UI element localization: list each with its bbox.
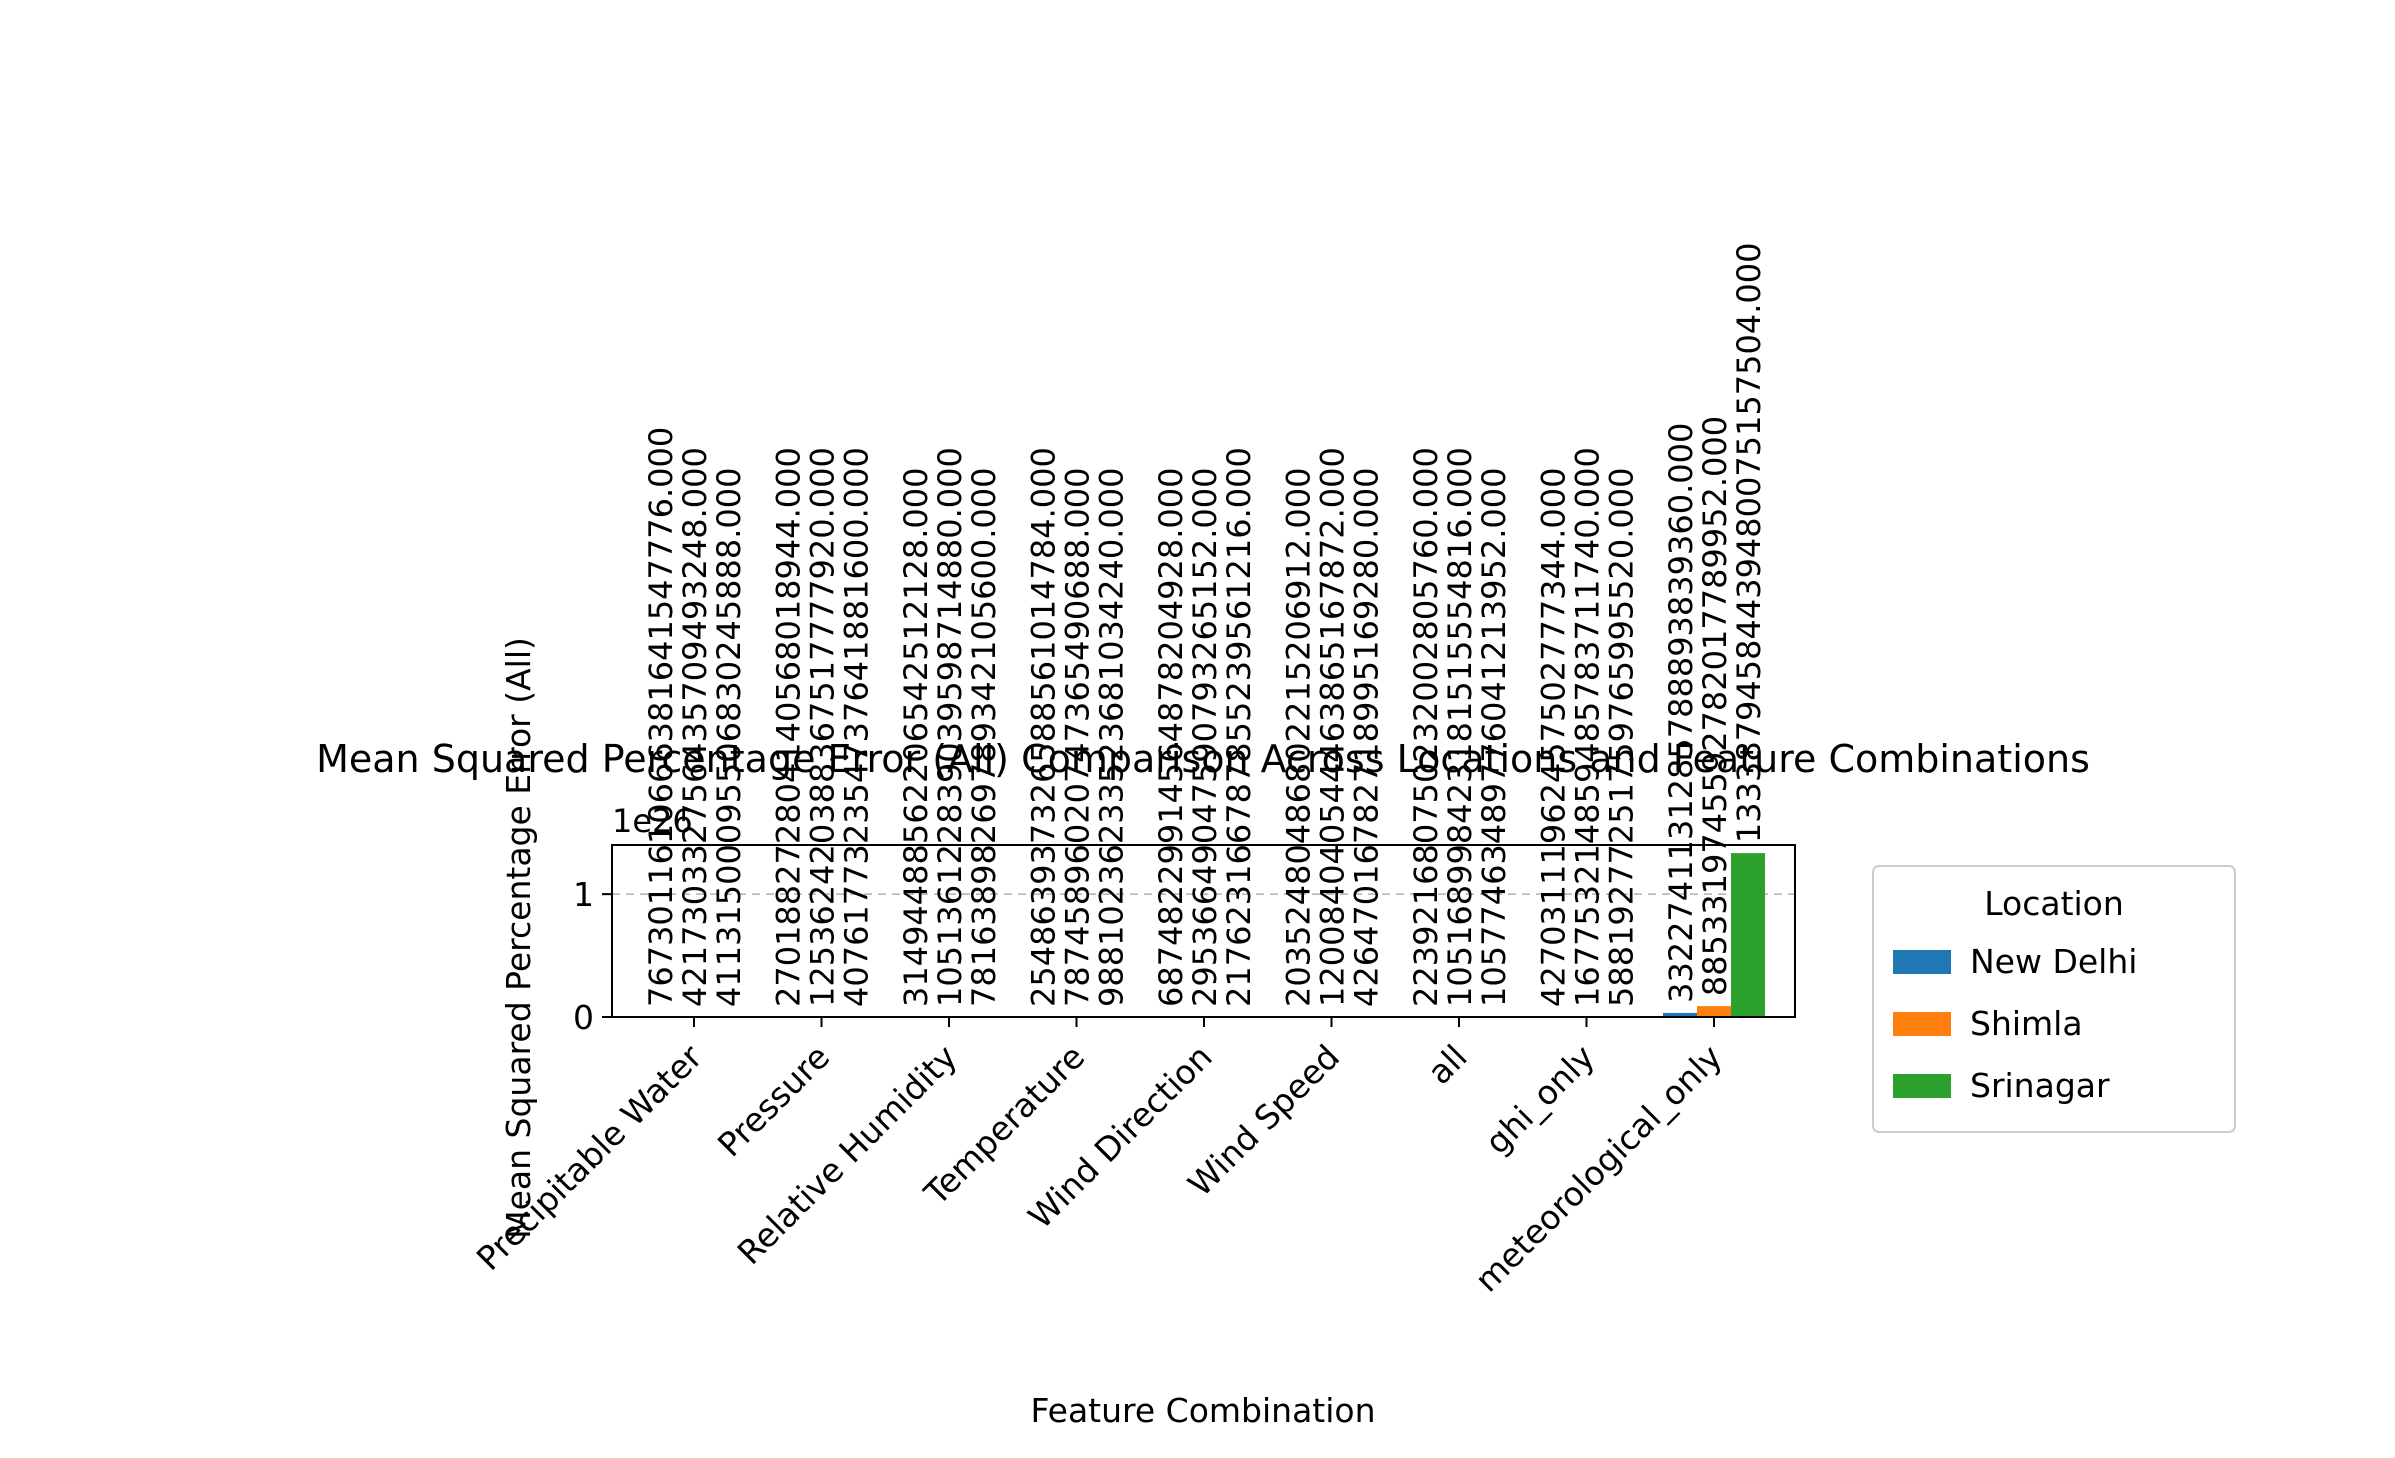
bar-value-label: 13338794584439480075157504.000 bbox=[1730, 243, 1768, 844]
bar-value-label: 223921680750232002805760.000 bbox=[1407, 447, 1445, 1007]
bar bbox=[1731, 853, 1765, 1017]
bar-value-label: 270188272804140568018944.000 bbox=[770, 447, 808, 1007]
bar bbox=[1697, 1006, 1731, 1017]
bar-value-labels: 7673011610666381641547776.00042173033275… bbox=[642, 243, 1768, 1007]
y-axis: 01 bbox=[573, 875, 612, 1037]
bar-value-label: 105168998423181515554816.000 bbox=[1441, 447, 1479, 1007]
y-offset-label: 1e26 bbox=[612, 802, 693, 840]
legend-frame bbox=[1872, 865, 2236, 1133]
bar-value-label: 407617732354737641881600.000 bbox=[838, 447, 876, 1007]
y-axis-label: Mean Squared Percentage Error (All) bbox=[499, 637, 538, 1239]
bar-value-label: 8853319745592782017789952.000 bbox=[1696, 416, 1734, 996]
x-axis-label: Feature Combination bbox=[1030, 1391, 1375, 1430]
bar-value-label: 58819277251759765995520.000 bbox=[1603, 467, 1641, 1007]
bar-value-label: 3322741131285788893839360.000 bbox=[1662, 423, 1700, 1003]
y-tick-label-0: 0 bbox=[573, 998, 594, 1037]
bar-value-label: 31494488562206542512128.000 bbox=[897, 467, 935, 1007]
bar-value-label: 120084040544463865167872.000 bbox=[1314, 447, 1352, 1007]
bar-value-label: 29536649047590793265152.000 bbox=[1186, 467, 1224, 1007]
legend: Location New Delhi Shimla Srinagar bbox=[1872, 865, 2236, 1133]
bar-value-label: 10577463489776041213952.000 bbox=[1475, 467, 1513, 1007]
bar-value-label: 125362420388367517777920.000 bbox=[804, 447, 842, 1007]
bar-value-label: 78745896020747365490688.000 bbox=[1059, 467, 1097, 1007]
bar bbox=[1663, 1012, 1697, 1017]
bar-value-label: 217623166787855239561216.000 bbox=[1220, 447, 1258, 1007]
y-tick-label-1: 1 bbox=[573, 875, 594, 914]
bar-value-label: 98810236233523681034240.000 bbox=[1093, 467, 1131, 1007]
chart-title: Mean Squared Percentage Error (All) Comp… bbox=[316, 737, 2090, 781]
bar-value-label: 167753214859485783711740.000 bbox=[1569, 447, 1607, 1007]
bar-value-label: 7673011610666381641547776.000 bbox=[642, 427, 680, 1007]
legend-entry: New Delhi bbox=[1970, 942, 2137, 981]
bar-value-label: 68748229914564878204928.000 bbox=[1152, 467, 1190, 1007]
bar-value-label: 42703111962457502777344.000 bbox=[1535, 467, 1573, 1007]
bar-value-label: 421730332756435709493248.000 bbox=[676, 447, 714, 1007]
bar-value-label: 254863937326588561014784.000 bbox=[1025, 447, 1063, 1007]
legend-swatch bbox=[1893, 950, 1951, 974]
legend-swatch bbox=[1893, 1074, 1951, 1098]
bar-value-label: 41131500095506830245888.000 bbox=[710, 467, 748, 1007]
legend-entry: Srinagar bbox=[1970, 1066, 2110, 1105]
legend-swatch bbox=[1893, 1012, 1951, 1036]
legend-entry: Shimla bbox=[1970, 1004, 2083, 1043]
bar-value-label: 78163898269789342105600.000 bbox=[965, 467, 1003, 1007]
bar-value-label: 105136122839039598714880.000 bbox=[931, 447, 969, 1007]
bar-value-label: 20352480486802215206912.000 bbox=[1280, 467, 1318, 1007]
bars bbox=[1663, 853, 1765, 1017]
bar-value-label: 42647016782718995169280.000 bbox=[1348, 467, 1386, 1007]
legend-title: Location bbox=[1984, 884, 2124, 923]
